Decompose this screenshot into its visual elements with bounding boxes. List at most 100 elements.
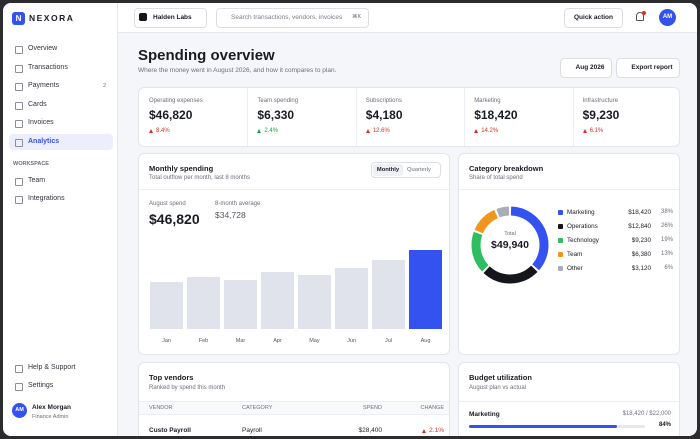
metric-value: $46,820	[149, 211, 200, 227]
nav-item[interactable]: Integrations	[9, 191, 113, 207]
org-icon	[139, 13, 147, 21]
metric-label: 8-month average	[215, 201, 261, 207]
sidebar: N NEXORA WORKSPACE AM Alex Morgan Financ…	[3, 3, 118, 436]
legend-value: $3,120	[631, 265, 651, 272]
progress-fill	[469, 425, 617, 428]
toggle	[371, 162, 441, 178]
bar	[224, 280, 257, 329]
kpi-label: Marketing	[474, 98, 501, 104]
donut-segment	[483, 265, 538, 284]
user-name: Alex Morgan	[32, 404, 72, 411]
x-tick-label: Jun	[347, 338, 356, 344]
change-arrow	[422, 429, 426, 433]
metric-value: $34,728	[215, 210, 246, 220]
export-button[interactable]: Export report	[616, 58, 680, 78]
kpi-value: $46,820	[149, 108, 193, 122]
legend-swatch	[558, 238, 563, 243]
kpi-divider	[464, 88, 466, 146]
kpi-change: 2.4%	[264, 128, 279, 134]
topbar: Halden Labs Search transactions, vendors…	[118, 3, 697, 33]
legend-value: $18,420	[628, 209, 651, 216]
legend-label: Technology	[567, 237, 599, 244]
legend-share: 26%	[660, 223, 673, 229]
user-avatar: AM	[12, 403, 27, 418]
card-title: Budget utilization	[469, 373, 532, 382]
category-card: Category breakdown Share of total spend …	[458, 153, 680, 355]
kpi-change: 14.2%	[481, 128, 499, 134]
metric-label: August spend	[149, 201, 186, 207]
export-label: Export report	[631, 64, 673, 71]
x-tick-label: May	[309, 338, 320, 344]
legend-swatch	[558, 224, 563, 229]
quick-action[interactable]: Quick action	[564, 8, 623, 28]
toggle-option[interactable]: Monthly	[373, 164, 403, 176]
donut-segment	[496, 206, 510, 218]
table-column: SPEND	[363, 405, 382, 411]
bar	[298, 275, 331, 329]
bar	[261, 271, 294, 329]
kpi-arrow	[582, 129, 587, 133]
kpi-label: Infrastructure	[582, 98, 618, 104]
table-column: CHANGE	[420, 405, 444, 411]
org-name: Halden Labs	[153, 14, 192, 21]
nav-item[interactable]: Analytics	[9, 133, 113, 150]
kpi-value: $4,180	[365, 108, 403, 122]
legend-share: 6%	[664, 265, 673, 271]
legend-share: 38%	[660, 209, 673, 215]
nav-item[interactable]: Settings	[9, 378, 113, 394]
kpi-value: $9,230	[582, 108, 620, 122]
nav-badge: 2	[103, 83, 107, 89]
legend-value: $12,840	[628, 223, 651, 230]
kpi-change: 8.4%	[156, 128, 170, 134]
nav-item[interactable]: Overview	[9, 41, 113, 57]
budget-percent: 84%	[658, 422, 671, 428]
kpi-label: Team spending	[257, 98, 299, 104]
card-title: Monthly spending	[149, 164, 214, 173]
kpi-arrow	[149, 129, 153, 133]
legend-label: Other	[567, 265, 583, 272]
legend-share: 13%	[660, 251, 673, 257]
x-tick-label: Jul	[384, 338, 393, 344]
nav-item[interactable]: Invoices	[9, 115, 113, 131]
table-cell: $28,400	[358, 427, 383, 434]
card-subtitle: Ranked by spend this month	[149, 385, 226, 391]
nav-item[interactable]: Transactions	[9, 60, 113, 76]
legend-swatch	[558, 210, 563, 215]
x-tick-label: Apr	[273, 338, 282, 344]
quick-action-label: Quick action	[573, 14, 613, 21]
donut-total-label: Total	[504, 231, 516, 237]
kpi-change: 6.1%	[589, 128, 604, 134]
user-role: Finance Admin	[32, 414, 69, 420]
divider	[139, 189, 449, 190]
org-selector[interactable]: Halden Labs	[134, 8, 207, 28]
avatar[interactable]: AM	[659, 9, 676, 26]
x-tick-label: Mar	[235, 338, 246, 344]
period-picker[interactable]: Aug 2026	[560, 58, 612, 78]
table-header	[139, 401, 449, 415]
nav-item[interactable]: Cards	[9, 97, 113, 113]
kpi-label: Operating expenses	[149, 98, 203, 104]
legend-swatch	[558, 266, 563, 271]
kpi-change: 12.6%	[372, 128, 390, 134]
donut-segment	[510, 206, 549, 271]
divider	[459, 189, 679, 190]
page-title: Spending overview	[138, 47, 275, 64]
table-column: VENDOR	[149, 405, 173, 411]
nav-item[interactable]: Team	[9, 173, 113, 189]
x-tick-label: Aug	[420, 338, 431, 344]
app-window: N NEXORA WORKSPACE AM Alex Morgan Financ…	[3, 3, 697, 436]
search-box[interactable]: Search transactions, vendors, invoices	[216, 8, 369, 28]
shortcut: ⌘K	[352, 14, 362, 20]
bar	[187, 277, 220, 329]
legend-swatch	[558, 252, 563, 257]
period: Aug 2026	[575, 64, 605, 71]
nav-item[interactable]: Help & Support	[9, 360, 113, 376]
nav-item[interactable]: Payments	[9, 78, 113, 94]
toggle-option[interactable]: Quarterly	[407, 167, 431, 173]
kpi-arrow	[365, 129, 370, 133]
bell-icon[interactable]	[636, 12, 644, 21]
monthly-card: Monthly spending Total outflow per month…	[138, 153, 450, 355]
card-subtitle: August plan vs actual	[469, 385, 527, 391]
budget-label: Marketing	[469, 411, 500, 418]
